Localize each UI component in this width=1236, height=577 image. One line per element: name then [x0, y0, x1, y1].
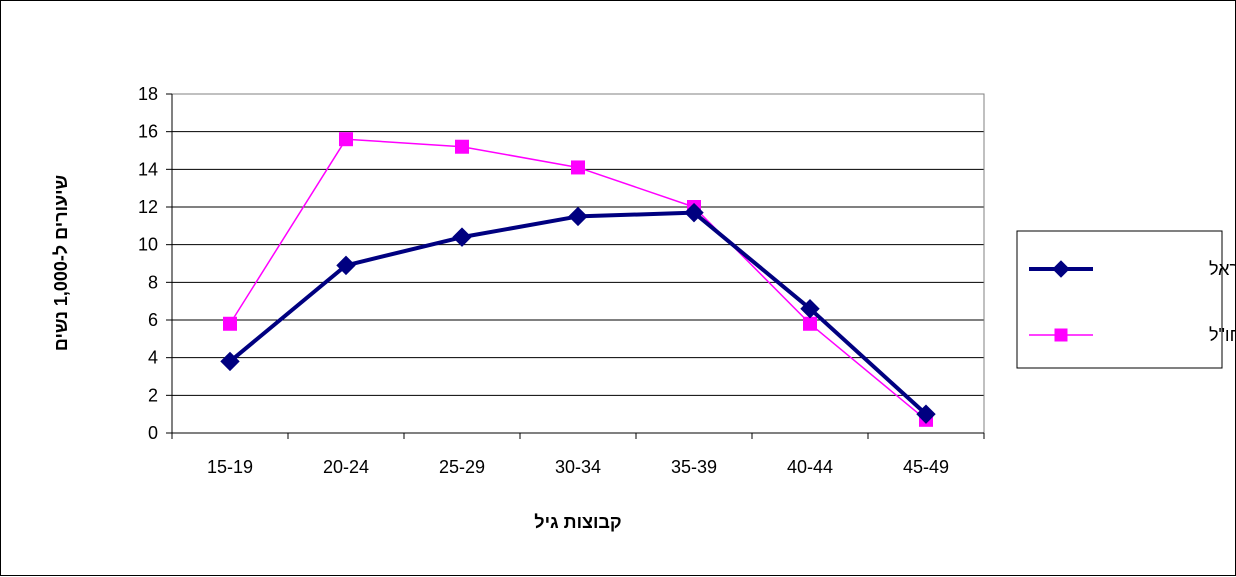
data-point-marker [800, 298, 820, 319]
legend-entry: ילידות ישראל [1029, 259, 1236, 279]
data-point-marker [223, 316, 237, 331]
x-tick-label: 30-34 [555, 457, 601, 477]
x-tick-label: 35-39 [671, 457, 717, 477]
x-tick-label: 45-49 [903, 457, 949, 477]
x-tick-label: 25-29 [439, 457, 485, 477]
axes: 0 2 4 6 8 10 12 14 16 18 15-19 20-24 25-29 30-34 35-39… [138, 84, 985, 477]
y-tick-label: 2 [148, 385, 158, 405]
data-point-marker [803, 316, 817, 331]
gridlines [172, 93, 984, 396]
series-2 [223, 132, 933, 427]
legend-label: ילידות ישראל [1209, 259, 1236, 279]
y-tick-label: 10 [138, 235, 158, 255]
series-1 [220, 202, 936, 424]
y-tick-label: 6 [148, 310, 158, 330]
y-tick-label: 12 [138, 197, 158, 217]
x-tick-label: 20-24 [323, 457, 369, 477]
data-point-marker [568, 206, 588, 227]
y-tick-label: 18 [138, 84, 158, 104]
x-axis-title: קבוצות גיל [534, 512, 621, 532]
data-point-marker [220, 351, 240, 372]
legend-label: ילידות חו"ל [1209, 325, 1236, 345]
data-point-marker [684, 202, 704, 223]
plot-area [171, 93, 985, 434]
data-point-marker [455, 139, 469, 154]
series-line [228, 210, 928, 416]
data-point-marker [452, 227, 472, 247]
legend-box [1016, 230, 1223, 369]
data-point-marker [916, 404, 936, 424]
y-tick-label: 14 [138, 159, 158, 179]
x-tick-label: 15-19 [207, 457, 253, 477]
legend-marker [1054, 328, 1068, 342]
series-line [229, 138, 927, 421]
y-tick-label: 8 [148, 272, 158, 292]
data-point-marker [336, 255, 356, 276]
y-tick-label: 0 [148, 423, 158, 443]
y-axis-title: שיעורים ל-1,000 נשים [51, 175, 71, 351]
data-point-marker [339, 132, 353, 147]
y-tick-label: 4 [148, 348, 158, 368]
x-tick-label: 40-44 [787, 457, 833, 477]
legend: ילידות ישראל ילידות חו"ל [1016, 230, 1236, 369]
legend-marker [1052, 260, 1070, 278]
series-lines [220, 132, 936, 427]
y-tick-label: 16 [138, 122, 158, 142]
data-point-marker [571, 160, 585, 175]
legend-entry: ילידות חו"ל [1029, 325, 1236, 345]
